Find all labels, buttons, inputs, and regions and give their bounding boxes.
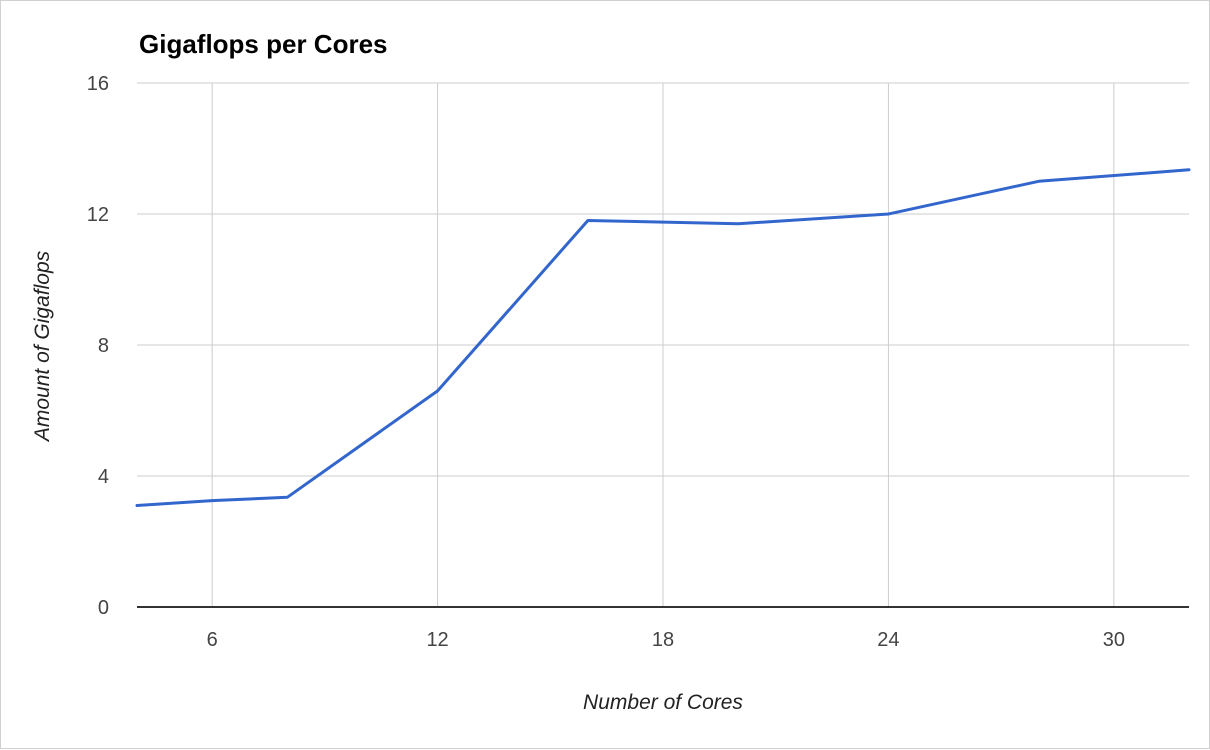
x-tick-label: 30 bbox=[1103, 629, 1125, 651]
x-axis-title: Number of Cores bbox=[583, 691, 743, 714]
y-tick-label: 8 bbox=[98, 335, 109, 357]
series-layer bbox=[135, 168, 1191, 507]
y-axis-title: Amount of Gigaflops bbox=[31, 250, 54, 443]
grid bbox=[137, 82, 1189, 608]
y-tick-label: 4 bbox=[98, 466, 109, 488]
y-tick-label: 12 bbox=[87, 204, 109, 226]
y-tick-label: 16 bbox=[87, 73, 109, 95]
series-line bbox=[135, 168, 1191, 507]
chart-title: Gigaflops per Cores bbox=[139, 29, 388, 59]
x-tick-label: 12 bbox=[426, 629, 448, 651]
x-tick-label: 24 bbox=[877, 629, 899, 651]
y-tick-label: 0 bbox=[98, 597, 109, 619]
x-tick-label: 6 bbox=[207, 629, 218, 651]
x-tick-label: 18 bbox=[652, 629, 674, 651]
tick-labels: 0 4 8 12 16 6 12 18 24 30 bbox=[87, 73, 1125, 651]
